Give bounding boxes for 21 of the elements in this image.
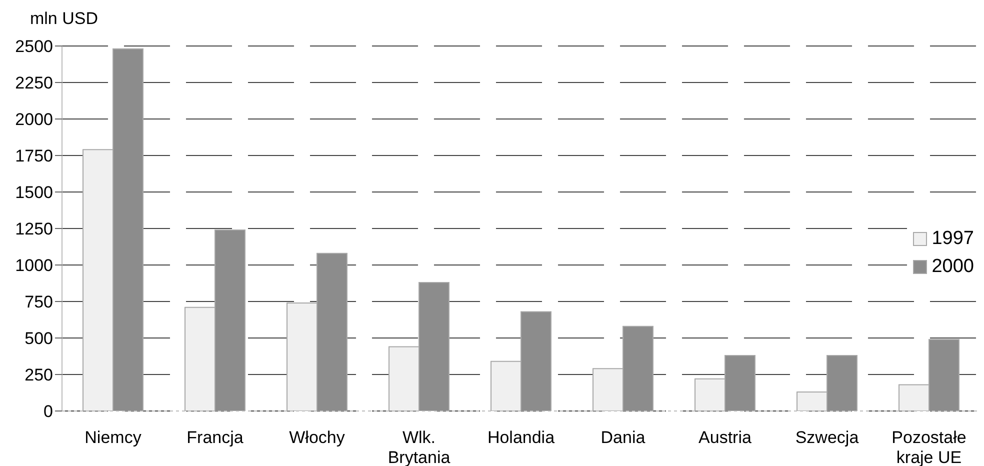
y-axis-title: mln USD xyxy=(30,9,98,28)
x-tick-label: Dania xyxy=(600,428,646,448)
legend-label: 1997 xyxy=(932,228,974,250)
x-tick-label: Francja xyxy=(186,428,244,448)
y-tick-label: 750 xyxy=(24,292,53,312)
y-tick-label: 1750 xyxy=(15,146,53,166)
y-tick-label: 1000 xyxy=(15,256,53,276)
y-tick-label: 0 xyxy=(44,402,53,422)
y-tick-label: 2250 xyxy=(15,74,53,93)
x-tick-label: Holandia xyxy=(487,428,556,448)
y-tick-label: 1250 xyxy=(15,220,53,239)
y-tick-label: 1500 xyxy=(15,183,53,202)
y-tick-label: 250 xyxy=(24,366,53,385)
y-tick-label: 500 xyxy=(24,329,53,348)
x-tick-label: Szwecja xyxy=(795,428,860,448)
legend-label: 2000 xyxy=(932,256,974,278)
x-tick-label: Niemcy xyxy=(84,428,142,448)
x-tick-label: Austria xyxy=(698,428,752,448)
y-tick-label: 2000 xyxy=(15,110,53,130)
x-tick-label: Włochy xyxy=(289,428,346,448)
y-tick-label: 2500 xyxy=(15,37,53,56)
